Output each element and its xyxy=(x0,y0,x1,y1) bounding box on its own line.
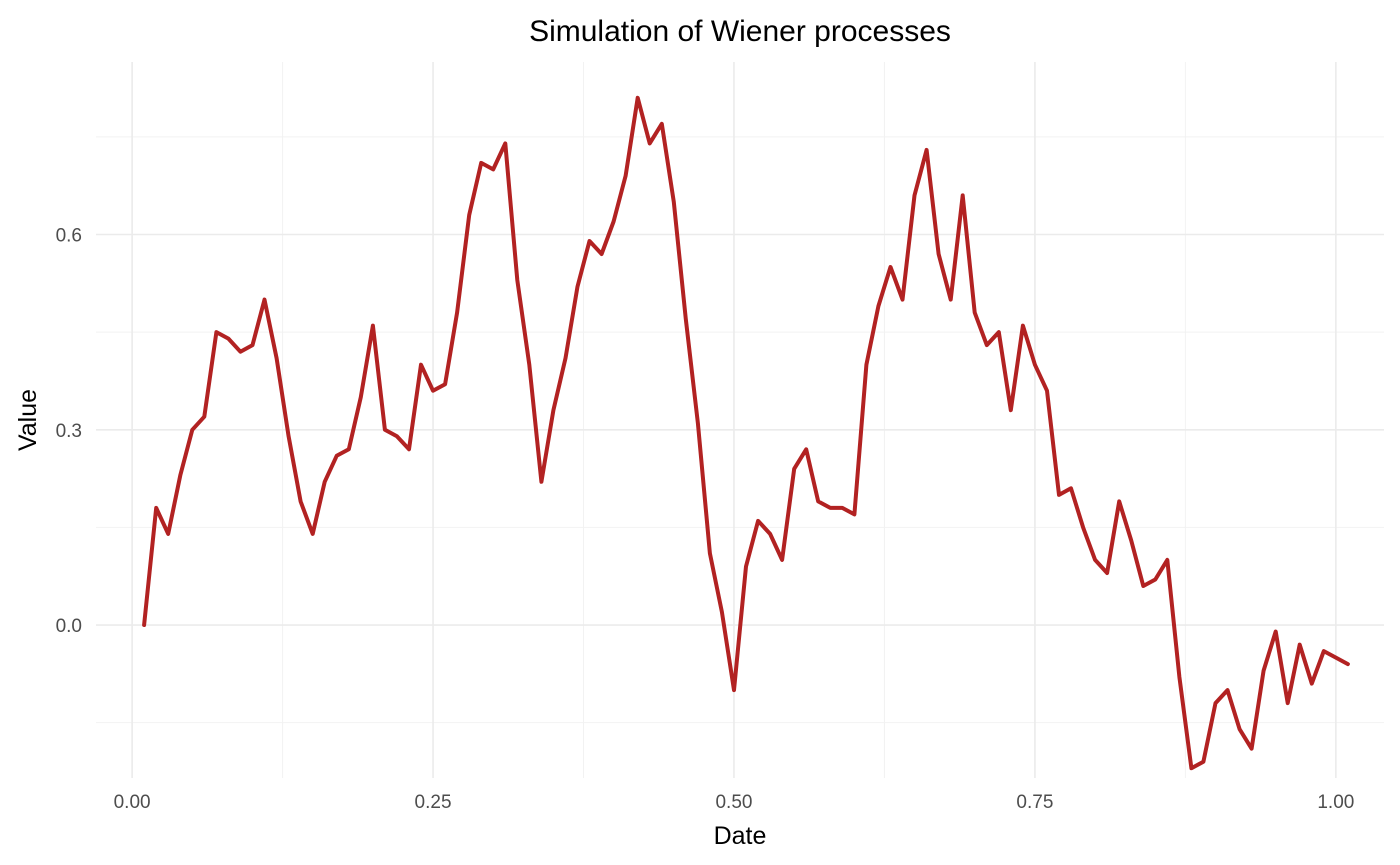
x-tick-label: 0.50 xyxy=(715,792,752,813)
y-tick-label: 0.3 xyxy=(56,421,82,442)
y-axis-title: Value xyxy=(14,389,42,451)
x-axis-ticks: 0.00 0.25 0.50 0.75 1.00 xyxy=(114,792,1355,813)
x-tick-label: 0.75 xyxy=(1016,792,1053,813)
chart-title: Simulation of Wiener processes xyxy=(529,15,951,48)
x-tick-label: 0.00 xyxy=(114,792,151,813)
x-tick-label: 0.25 xyxy=(415,792,452,813)
x-tick-label: 1.00 xyxy=(1317,792,1354,813)
series-line-0 xyxy=(142,95,1350,771)
y-tick-label: 0.0 xyxy=(56,616,82,637)
series-layer xyxy=(142,95,1350,771)
y-tick-label: 0.6 xyxy=(56,225,82,246)
grid xyxy=(96,62,1384,778)
y-axis-ticks: 0.0 0.3 0.6 xyxy=(56,225,82,637)
x-axis-title: Date xyxy=(714,822,767,850)
